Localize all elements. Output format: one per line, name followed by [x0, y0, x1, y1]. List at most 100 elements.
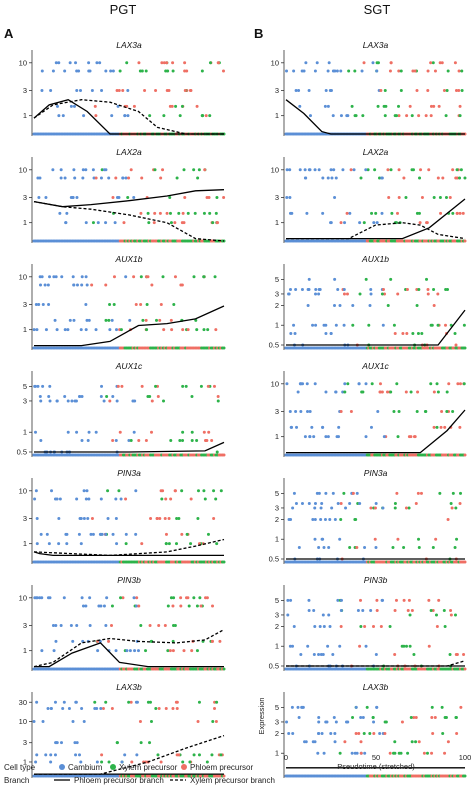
data-point	[429, 114, 433, 118]
data-point	[175, 700, 179, 704]
data-point	[125, 61, 129, 65]
data-point	[350, 751, 354, 755]
data-point	[186, 328, 190, 332]
data-point	[339, 598, 343, 602]
legend: Cell type Cambium Xylem precursor Phloem…	[4, 763, 275, 785]
data-point	[55, 328, 59, 332]
data-point	[183, 195, 187, 199]
data-point	[184, 384, 188, 388]
data-point	[172, 302, 176, 306]
data-point	[41, 302, 45, 306]
data-point	[149, 720, 153, 724]
data-point	[161, 168, 165, 172]
data-point	[286, 598, 290, 602]
data-point	[60, 275, 64, 279]
data-point	[345, 114, 349, 118]
data-point	[399, 69, 403, 73]
data-point	[311, 323, 315, 327]
data-point	[124, 532, 128, 536]
data-point	[389, 277, 393, 281]
data-point	[222, 774, 226, 778]
data-point	[353, 114, 357, 118]
data-point	[380, 176, 384, 180]
data-point	[324, 435, 328, 439]
data-point	[195, 438, 199, 442]
data-point	[59, 741, 63, 745]
data-point	[460, 69, 464, 73]
data-point	[401, 331, 405, 335]
x-tick-50: 50	[372, 753, 380, 762]
data-point	[363, 545, 367, 549]
trend-line-pgt-lax3a-xylem	[33, 99, 224, 135]
data-point	[161, 275, 165, 279]
points-zero-pgt-pin3b	[32, 667, 226, 671]
data-point	[343, 740, 347, 744]
data-point	[197, 168, 201, 172]
points-zero-sgt-lax2a	[284, 239, 467, 243]
data-point	[393, 506, 397, 510]
data-point	[110, 318, 114, 322]
data-point	[359, 716, 363, 720]
data-point	[352, 168, 356, 172]
data-point	[118, 430, 122, 434]
points-expr-sgt-pin3a	[287, 491, 463, 561]
gene-title-pgt-pin3b: PIN3b	[117, 575, 141, 585]
data-point	[94, 328, 98, 332]
data-point	[287, 292, 291, 296]
data-point	[432, 303, 436, 307]
data-point	[329, 331, 333, 335]
points-zero-pgt-aux1b	[32, 346, 226, 350]
data-point	[331, 652, 335, 656]
data-point	[172, 596, 176, 600]
data-point	[372, 731, 376, 735]
data-point	[299, 652, 303, 656]
data-point	[405, 644, 409, 648]
data-point	[307, 277, 311, 281]
data-point	[359, 624, 363, 628]
data-point	[292, 624, 296, 628]
data-point	[187, 604, 191, 608]
panel-sgt-lax3b: LAX3b 1 2 3 5	[275, 682, 467, 778]
panels: LAX3a1310LAX2a1310AUX1b1310AUX1c0.5135PI…	[17, 40, 467, 778]
data-point	[389, 168, 393, 172]
data-point	[99, 395, 103, 399]
data-point	[222, 667, 226, 671]
data-point	[152, 221, 156, 225]
data-point	[110, 114, 114, 118]
data-point	[369, 288, 373, 292]
data-point	[61, 114, 65, 118]
data-point	[159, 489, 163, 493]
data-point	[304, 176, 308, 180]
data-point	[214, 211, 218, 215]
data-point	[332, 168, 336, 172]
data-point	[387, 195, 391, 199]
data-point	[312, 435, 316, 439]
data-point	[436, 292, 440, 296]
data-point	[62, 596, 66, 600]
data-point	[381, 506, 385, 510]
data-point	[186, 596, 190, 600]
data-point	[148, 114, 152, 118]
data-point	[367, 323, 371, 327]
data-point	[99, 707, 103, 711]
data-point	[327, 61, 331, 65]
data-point	[204, 596, 208, 600]
data-point	[329, 168, 333, 172]
data-point	[349, 168, 353, 172]
data-point	[373, 506, 377, 510]
data-point	[75, 88, 79, 92]
data-point	[405, 331, 409, 335]
data-point	[443, 751, 447, 755]
data-point	[51, 168, 55, 172]
data-point	[162, 399, 166, 403]
data-point	[431, 61, 435, 65]
y-tick-label-sgt-pin3a-4: 5	[275, 489, 279, 498]
data-point	[116, 384, 120, 388]
data-point	[454, 343, 458, 347]
gene-title-pgt-lax2a: LAX2a	[116, 147, 142, 157]
data-point	[135, 596, 139, 600]
data-point	[51, 69, 55, 73]
data-point	[345, 292, 349, 296]
data-point	[107, 318, 111, 322]
data-point	[206, 532, 210, 536]
